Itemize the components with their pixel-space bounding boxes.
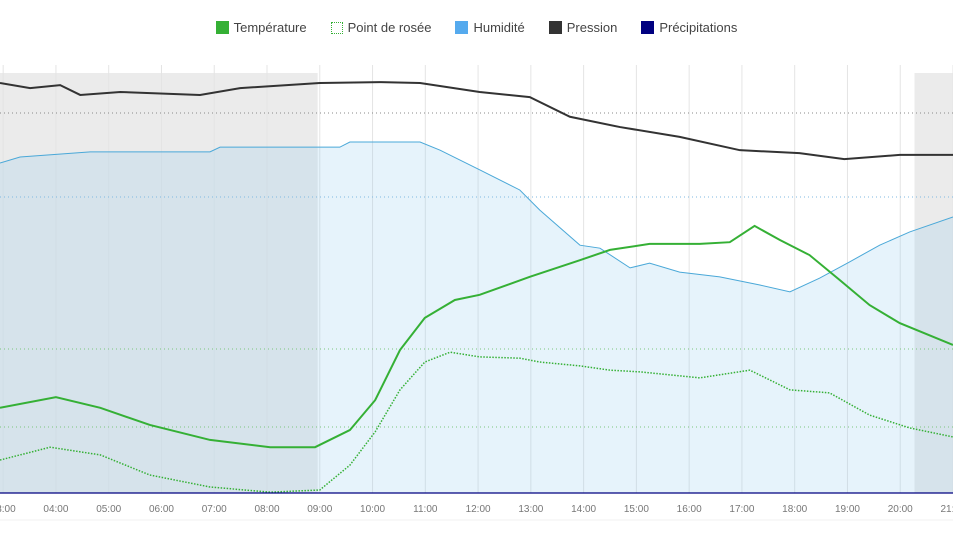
chart-legend: Température Point de rosée Humidité Pressio… [0, 20, 953, 35]
x-tick-label: 18:00 [782, 504, 807, 515]
legend-swatch [215, 21, 229, 34]
x-tick-label: 07:00 [202, 504, 227, 515]
legend-label: Précipitations [659, 20, 738, 35]
x-tick-label: 17:00 [729, 504, 754, 515]
night-band [0, 73, 318, 493]
x-tick-label: 08:00 [254, 504, 279, 515]
x-tick-label: 06:00 [149, 504, 174, 515]
x-tick-label: 21:00 [940, 504, 953, 515]
legend-item[interactable]: Précipitations [641, 20, 737, 35]
x-tick-label: 12:00 [466, 504, 491, 515]
x-tick-label: 16:00 [677, 504, 702, 515]
legend-item[interactable]: Humidité [455, 20, 525, 35]
humidity-line [0, 141, 953, 293]
x-tick-label: 20:00 [888, 504, 913, 515]
legend-label: Point de rosée [347, 20, 432, 35]
temperature-line [0, 224, 953, 449]
legend-item[interactable]: Pression [548, 20, 618, 35]
legend-label: Humidité [473, 20, 525, 35]
legend-label: Température [233, 20, 307, 35]
x-tick-label: 13:00 [518, 504, 543, 515]
legend-swatch [548, 21, 562, 34]
legend-label: Pression [566, 20, 618, 35]
x-tick-label: 11:00 [413, 504, 438, 515]
legend-item[interactable]: Point de rosée [330, 20, 432, 35]
x-tick-label: 03:00 [0, 504, 16, 515]
x-tick-label: 19:00 [835, 504, 860, 515]
legend-swatch [330, 21, 343, 34]
legend-swatch [641, 21, 655, 34]
dewpoint-line [0, 351, 953, 493]
pressure-line [0, 81, 953, 161]
x-tick-label: 09:00 [307, 504, 332, 515]
night-band [914, 73, 953, 493]
x-tick-label: 10:00 [360, 504, 385, 515]
x-tick-label: 04:00 [43, 504, 68, 515]
x-tick-label: 15:00 [624, 504, 649, 515]
x-tick-label: 14:00 [571, 504, 596, 515]
legend-swatch [455, 21, 469, 34]
humidity-area [0, 142, 953, 494]
legend-item[interactable]: Température [215, 20, 307, 35]
x-tick-label: 05:00 [96, 504, 121, 515]
